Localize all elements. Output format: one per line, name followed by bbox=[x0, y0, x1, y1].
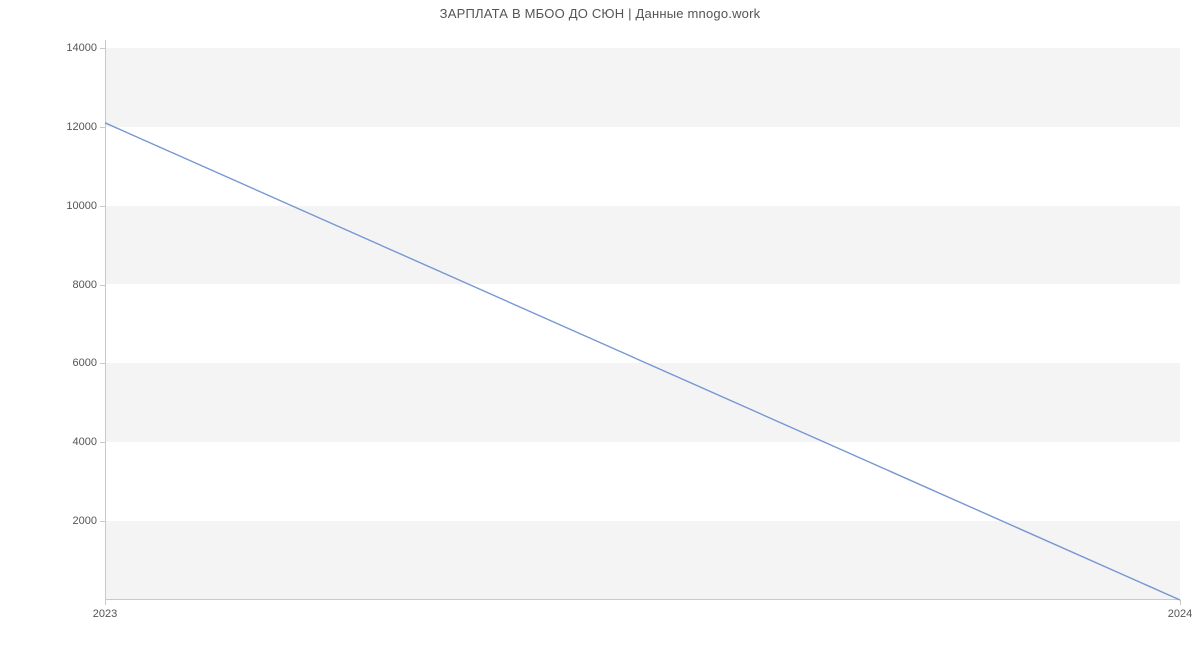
y-tick-label: 12000 bbox=[66, 121, 105, 133]
y-tick-label: 6000 bbox=[73, 357, 105, 369]
chart-title: ЗАРПЛАТА В МБОО ДО СЮН | Данные mnogo.wo… bbox=[0, 6, 1200, 21]
salary-line-chart: ЗАРПЛАТА В МБОО ДО СЮН | Данные mnogo.wo… bbox=[0, 0, 1200, 650]
x-tick-label: 2024 bbox=[1168, 600, 1192, 620]
y-tick-label: 14000 bbox=[66, 42, 105, 54]
y-tick-label: 10000 bbox=[66, 200, 105, 212]
plot-area: 2000400060008000100001200014000 20232024 bbox=[105, 40, 1180, 600]
y-tick-label: 8000 bbox=[73, 279, 105, 291]
series-line-salary bbox=[105, 123, 1180, 600]
x-tick-label: 2023 bbox=[93, 600, 117, 620]
y-tick-label: 4000 bbox=[73, 436, 105, 448]
line-layer bbox=[105, 40, 1180, 600]
y-tick-label: 2000 bbox=[73, 515, 105, 527]
